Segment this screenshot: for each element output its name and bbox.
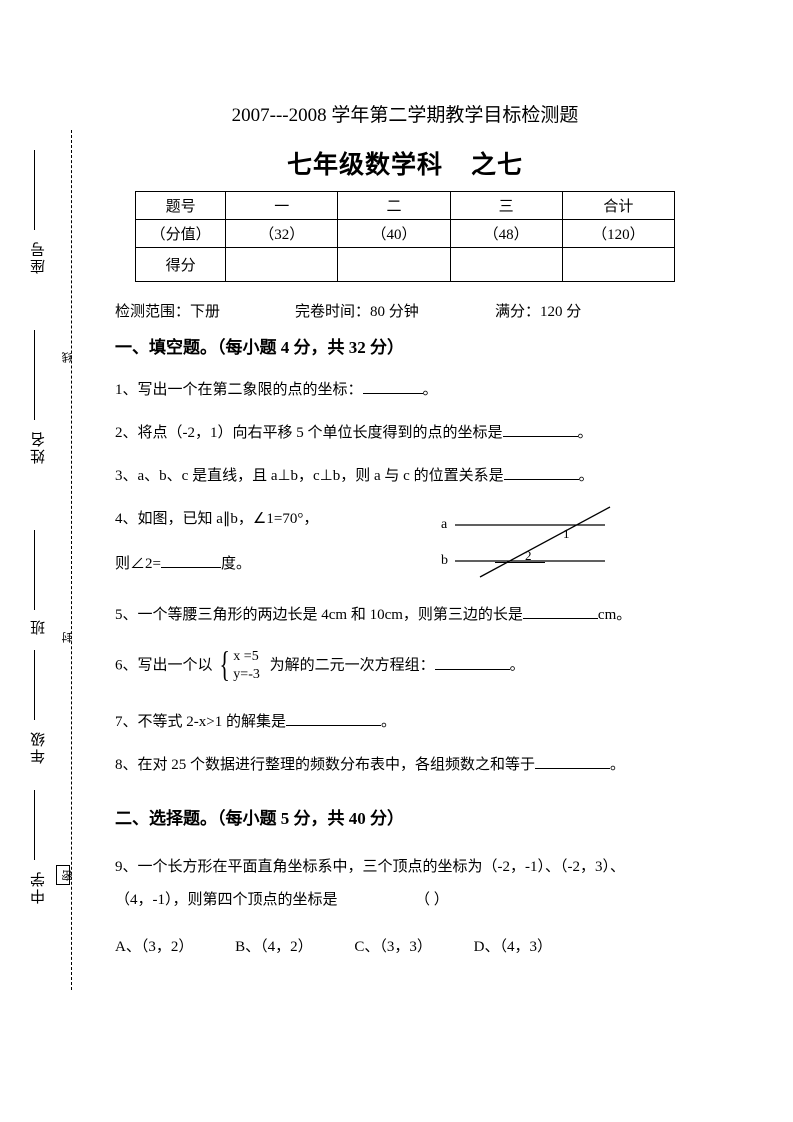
tag-mi: 密 (60, 868, 76, 881)
blank (363, 380, 423, 394)
score-cell: （120） (562, 220, 674, 248)
q8-text-b: 。 (610, 757, 625, 773)
q6-text-b: 为解的二元一次方程组： (270, 658, 435, 674)
label-school: 中学 (28, 870, 49, 904)
score-cell (562, 248, 674, 282)
score-cell: 三 (450, 192, 562, 220)
eq2: y=-3 (233, 667, 260, 682)
score-cell: （40） (338, 220, 450, 248)
q7-text-b: 。 (381, 714, 396, 730)
score-table: 题号 一 二 三 合计 （分值） （32） （40） （48） （120） 得分 (135, 191, 675, 282)
blank (286, 712, 381, 726)
question-4: 4、如图，已知 a∥b，∠1=70°， 则∠2=度。 a b 1 2 (115, 509, 695, 583)
fig-underline (495, 553, 545, 563)
q5-text-a: 5、一个等腰三角形的两边长是 4cm 和 10cm，则第三边的长是 (115, 607, 523, 623)
question-8: 8、在对 25 个数据进行整理的频数分布表中，各组频数之和等于 。 (115, 755, 695, 776)
question-1: 1、写出一个在第二象限的点的坐标： 。 (115, 380, 695, 401)
question-6: 6、写出一个以 { x =5 y=-3 为解的二元一次方程组： 。 (115, 648, 695, 684)
q9-choices: A、（3，2） B、（4，2） C、（3，3） D、（4，3） (115, 931, 695, 964)
q2-text-a: 2、将点（-2，1）向右平移 5 个单位长度得到的点的坐标是 (115, 425, 503, 441)
underline-name (34, 330, 35, 420)
q9-paren: （ ） (415, 892, 449, 908)
blank (504, 466, 579, 480)
q9-text-a: 9、一个长方形在平面直角坐标系中，三个顶点的坐标为（-2，-1）、（-2，3）、 (115, 859, 625, 875)
question-5: 5、一个等腰三角形的两边长是 4cm 和 10cm，则第三边的长是 cm。 (115, 605, 695, 626)
q7-text-a: 7、不等式 2-x>1 的解集是 (115, 714, 286, 730)
meta-time: 完卷时间：80 分钟 (295, 300, 495, 321)
q3-text-a: 3、a、b、c 是直线，且 a⊥b，c⊥b，则 a 与 c 的位置关系是 (115, 468, 504, 484)
meta-fullscore: 满分：120 分 (495, 300, 695, 321)
choice-b: B、（4，2） (235, 931, 313, 964)
score-cell: （48） (450, 220, 562, 248)
tag-xian: 线 (60, 350, 76, 363)
blank (435, 656, 510, 670)
underline-seat (34, 150, 35, 230)
blank (503, 423, 578, 437)
q6-text-a: 6、写出一个以 (115, 658, 213, 674)
q2-text-b: 。 (578, 425, 593, 441)
q1-text-a: 1、写出一个在第二象限的点的坐标： (115, 382, 363, 398)
blank (161, 554, 221, 568)
fig-angle-1: 1 (563, 525, 570, 543)
question-7: 7、不等式 2-x>1 的解集是 。 (115, 712, 695, 733)
page-content: 2007---2008 学年第二学期教学目标检测题 七年级数学科 之七 题号 一 … (115, 100, 695, 986)
score-cell (450, 248, 562, 282)
score-cell: （32） (226, 220, 338, 248)
score-cell: 一 (226, 192, 338, 220)
q6-text-c: 。 (510, 658, 525, 674)
q4-text-b: 则∠2= (115, 556, 161, 572)
label-seat: 座号 (28, 240, 49, 274)
q4-figure: a b 1 2 (435, 503, 625, 583)
underline-class (34, 530, 35, 610)
q4-text-a: 4、如图，已知 a∥b，∠1=70°， (115, 511, 318, 527)
label-class: 班 (28, 618, 49, 635)
score-cell: 二 (338, 192, 450, 220)
table-row: 题号 一 二 三 合计 (136, 192, 675, 220)
parallel-lines-figure (435, 503, 625, 583)
choice-a: A、（3，2） (115, 931, 193, 964)
blank (535, 755, 610, 769)
left-brace-icon: { (220, 648, 230, 680)
score-cell: 题号 (136, 192, 226, 220)
choice-d: D、（4，3） (474, 931, 552, 964)
header-line-1: 2007---2008 学年第二学期教学目标检测题 (115, 100, 695, 127)
label-grade: 年级 (28, 730, 49, 764)
question-3: 3、a、b、c 是直线，且 a⊥b，c⊥b，则 a 与 c 的位置关系是 。 (115, 466, 695, 487)
q1-text-b: 。 (423, 382, 438, 398)
q8-text-a: 8、在对 25 个数据进行整理的频数分布表中，各组频数之和等于 (115, 757, 535, 773)
meta-row: 检测范围：下册 完卷时间：80 分钟 满分：120 分 (115, 300, 695, 321)
dashed-vertical-line (71, 130, 72, 990)
header-line-2: 七年级数学科 之七 (115, 145, 695, 181)
underline-grade (34, 650, 35, 720)
fig-label-b: b (441, 551, 448, 571)
eq1: x =5 (233, 649, 258, 664)
q5-text-b: cm。 (598, 607, 631, 623)
blank (523, 605, 598, 619)
score-cell: 合计 (562, 192, 674, 220)
equation-system: x =5 y=-3 (233, 648, 260, 684)
q3-text-b: 。 (579, 468, 594, 484)
table-row: 得分 (136, 248, 675, 282)
score-cell (226, 248, 338, 282)
header-subject: 七年级数学科 (287, 152, 443, 179)
score-cell (338, 248, 450, 282)
q9-text-b: （4，-1），则第四个顶点的坐标是 (115, 892, 338, 908)
header-number: 之七 (471, 152, 523, 179)
table-row: （分值） （32） （40） （48） （120） (136, 220, 675, 248)
section-2-title: 二、选择题。（每小题 5 分，共 40 分） (115, 804, 695, 829)
question-9: 9、一个长方形在平面直角坐标系中，三个顶点的坐标为（-2，-1）、（-2，3）、… (115, 851, 695, 964)
label-name: 姓名 (28, 430, 49, 464)
meta-scope: 检测范围：下册 (115, 300, 295, 321)
score-cell: （分值） (136, 220, 226, 248)
fig-label-a: a (441, 515, 447, 535)
choice-c: C、（3，3） (354, 931, 432, 964)
score-cell: 得分 (136, 248, 226, 282)
underline-school (34, 790, 35, 860)
q4-text-c: 度。 (221, 556, 251, 572)
q4-text-block: 4、如图，已知 a∥b，∠1=70°， 则∠2= 度。 (115, 509, 435, 575)
binding-strip: 中学 年级 班 姓名 座号 密 封 线 (46, 130, 96, 990)
tag-feng: 封 (60, 630, 76, 643)
question-2: 2、将点（-2，1）向右平移 5 个单位长度得到的点的坐标是 。 (115, 423, 695, 444)
section-1-title: 一、填空题。（每小题 4 分，共 32 分） (115, 333, 695, 358)
